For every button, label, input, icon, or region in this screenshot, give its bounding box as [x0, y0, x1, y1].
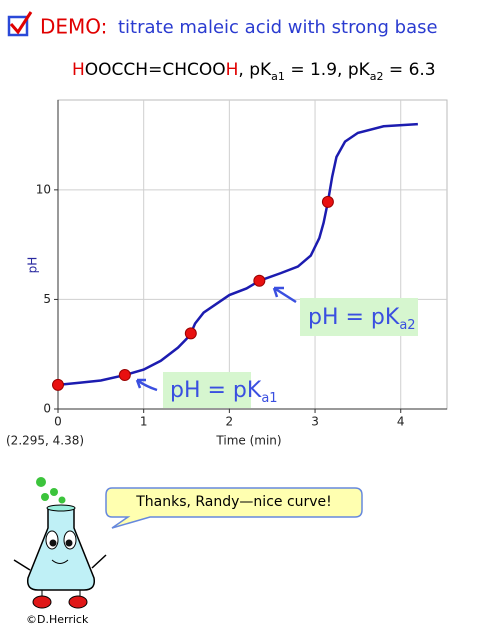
annotation-subscript: a2 — [399, 318, 415, 333]
plot-area: 0 1 2 3 4 0 5 10 — [36, 99, 448, 429]
title-prefix: DEMO: — [40, 15, 107, 39]
data-point — [184, 327, 197, 340]
speech-bubble — [105, 487, 363, 529]
annotation-arrow — [135, 378, 158, 392]
cursor-readout: (2.295, 4.38) — [6, 434, 84, 448]
annotation-subscript: a1 — [261, 391, 277, 406]
subtitle-part: a1 — [271, 70, 285, 83]
check-mark — [9, 11, 33, 35]
subtitle-part: = 1.9, pK — [285, 60, 371, 80]
subtitle-part: = 6.3 — [384, 60, 436, 80]
x-tick-label: 3 — [311, 415, 319, 429]
flask-character — [13, 477, 107, 609]
credit: ©D.Herrick — [26, 613, 89, 626]
data-point — [52, 378, 64, 391]
data-line — [57, 122, 418, 387]
data-point — [321, 195, 334, 208]
annotation-box — [163, 372, 251, 408]
speech-text: Thanks, Randy—nice curve! — [135, 494, 332, 510]
x-axis-label: Time (min) — [215, 434, 281, 448]
x-tick-label: 4 — [397, 415, 405, 429]
data-point — [253, 274, 266, 287]
annotation-box — [300, 298, 418, 336]
x-tick-label: 2 — [226, 415, 234, 429]
subtitle-part: OOCCH=CHCOO — [85, 60, 226, 80]
subtitle-part: , pK — [238, 60, 272, 80]
x-tick-label: 1 — [140, 415, 148, 429]
subtitle-part: H — [72, 60, 85, 80]
y-tick-label: 10 — [36, 182, 51, 196]
checkbox-icon — [7, 15, 29, 37]
subtitle-part: a2 — [370, 70, 384, 83]
plot-background — [57, 99, 448, 410]
data-point — [118, 369, 131, 382]
chart-title: titrate maleic acid with strong base — [118, 17, 438, 38]
annotation-text: pH = pK — [170, 378, 262, 403]
annotation-text: pH = pK — [308, 305, 400, 330]
x-tick-label: 0 — [54, 415, 62, 429]
chart-subtitle: HOOCCH=CHCOOH, pKa1 = 1.9, pKa2 = 6.3 — [72, 60, 436, 83]
y-tick-label: 5 — [43, 292, 51, 306]
annotation: pH = pKa2 — [308, 305, 416, 333]
annotation: pH = pKa1 — [170, 378, 278, 406]
y-tick-label: 0 — [43, 402, 51, 416]
annotation-arrow — [272, 286, 297, 304]
subtitle-part: H — [226, 60, 239, 80]
y-axis-label: pH — [26, 257, 40, 274]
